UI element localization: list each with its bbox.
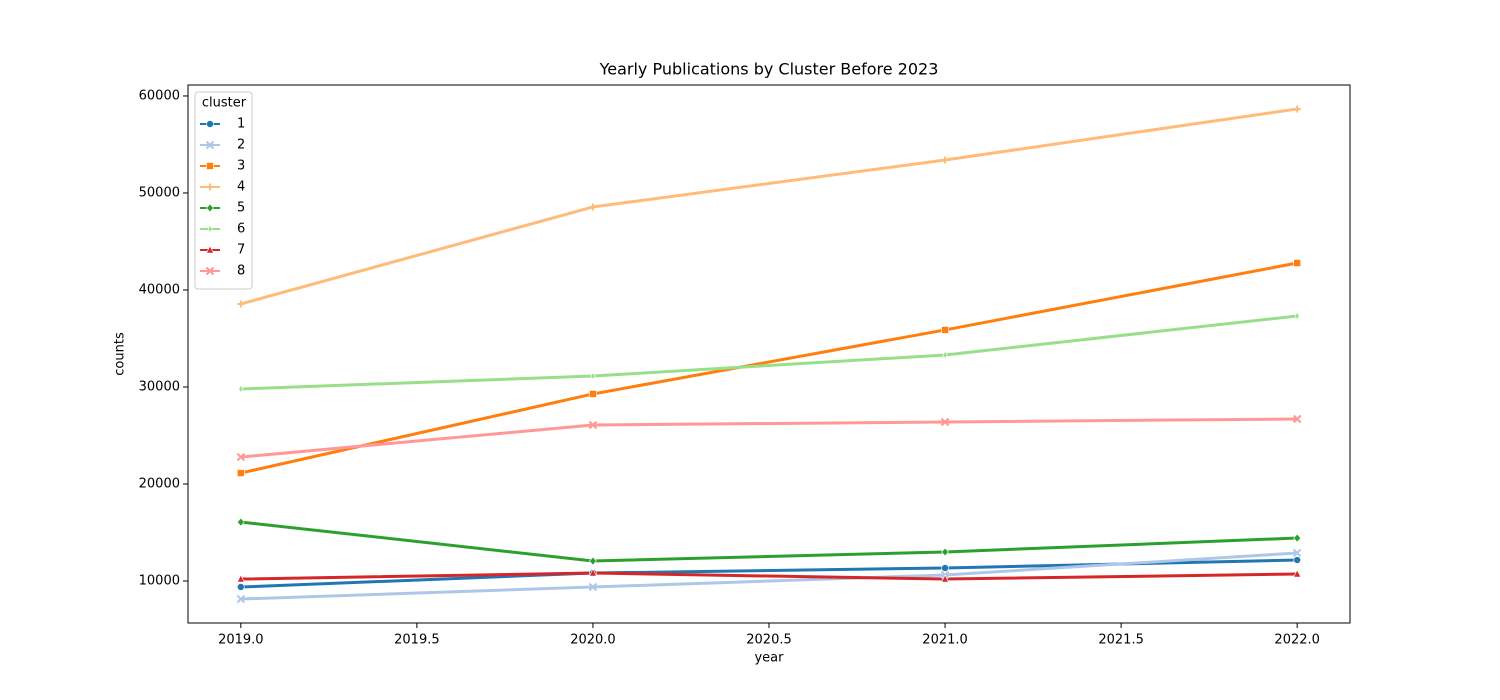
marker [206, 162, 214, 170]
series-line [240, 571, 1298, 581]
legend-label: 4 [237, 180, 245, 195]
marker [1293, 556, 1301, 564]
series-line [240, 520, 1298, 563]
legend-label: 1 [237, 117, 245, 132]
series-line [240, 107, 1298, 306]
marker [588, 582, 598, 592]
marker [588, 568, 597, 577]
y-tick-label: 30000 [139, 379, 180, 394]
series-line [240, 314, 1298, 391]
series-line [240, 551, 1298, 601]
legend-label: 2 [237, 138, 245, 153]
marker [590, 371, 596, 381]
x-tick-label: 2022.0 [1274, 633, 1320, 648]
marker [1293, 259, 1301, 267]
marker [589, 556, 597, 566]
legend-frame [194, 91, 253, 290]
x-tick-label: 2020.0 [570, 633, 616, 648]
x-tick-label: 2021.5 [1098, 633, 1144, 648]
x-tick-label: 2019.0 [218, 633, 264, 648]
marker [1294, 311, 1300, 321]
marker [589, 203, 597, 211]
marker [206, 120, 214, 128]
y-tick-label: 40000 [139, 282, 180, 297]
y-tick-label: 60000 [139, 88, 180, 103]
marker [588, 420, 598, 430]
legend-title: cluster [202, 96, 247, 111]
marker [1292, 548, 1302, 558]
series-line [240, 417, 1298, 459]
legend-label: 6 [237, 222, 245, 237]
legend-label: 3 [237, 159, 245, 174]
marker [236, 594, 246, 604]
marker [941, 574, 950, 583]
marker [940, 417, 950, 427]
legend-label: 8 [237, 264, 245, 279]
marker [206, 183, 214, 191]
marker [1293, 569, 1302, 578]
y-tick-label: 50000 [139, 185, 180, 200]
marker [1293, 533, 1302, 543]
series-line [240, 261, 1298, 475]
marker [236, 517, 245, 527]
x-tick-label: 2021.0 [922, 633, 968, 648]
marker [205, 140, 215, 150]
marker [941, 547, 949, 557]
x-axis-label: year [754, 651, 784, 666]
marker [207, 224, 213, 234]
marker [941, 326, 949, 334]
y-axis-label: counts [113, 332, 128, 376]
legend-label: 7 [237, 243, 245, 258]
legend-label: 5 [237, 201, 245, 216]
marker [236, 574, 245, 583]
marker [941, 156, 949, 164]
x-tick-label: 2020.5 [746, 633, 792, 648]
marker [1292, 414, 1302, 424]
marker [238, 384, 244, 394]
marker [942, 350, 948, 360]
marker [237, 300, 245, 308]
marker [236, 452, 246, 462]
y-tick-label: 20000 [139, 476, 180, 491]
marker [1293, 105, 1301, 113]
y-tick-label: 10000 [139, 573, 180, 588]
marker [589, 390, 597, 398]
marker [206, 245, 214, 254]
marker [237, 583, 245, 591]
chart-title: Yearly Publications by Cluster Before 20… [599, 60, 939, 79]
marker [941, 564, 949, 572]
marker [205, 266, 215, 276]
marker [237, 469, 245, 477]
x-tick-label: 2019.5 [394, 633, 440, 648]
legend: cluster 1 2 3 4 5 6 7 8 [194, 91, 253, 290]
marker [206, 203, 214, 213]
